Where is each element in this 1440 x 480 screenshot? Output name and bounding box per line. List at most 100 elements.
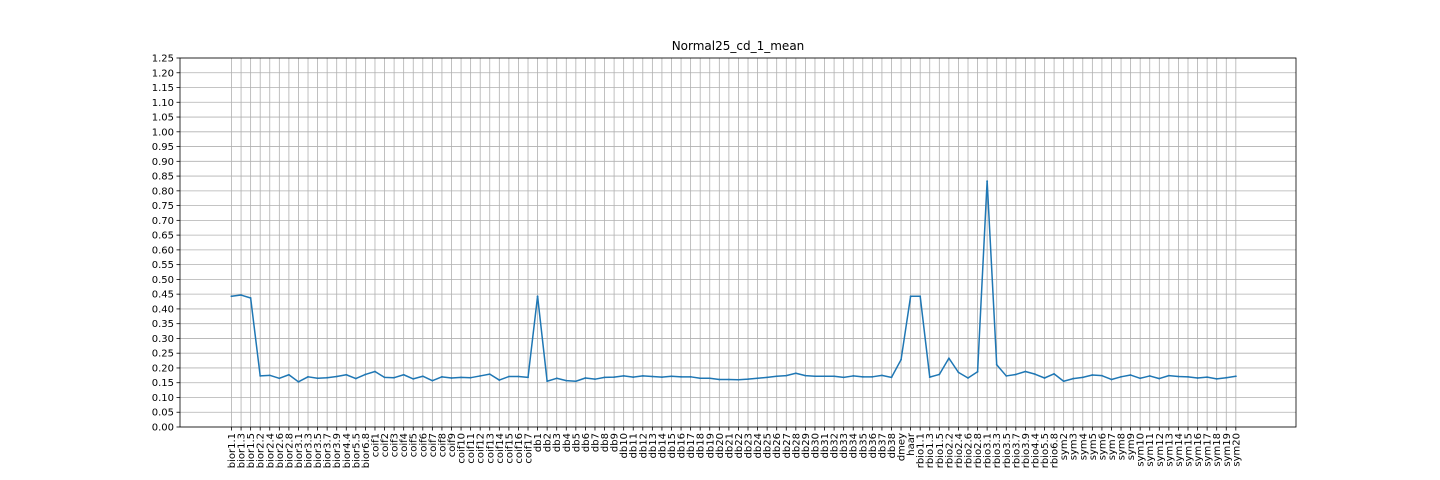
- x-tick-label: db20: [715, 433, 726, 458]
- x-tick-label: bior3.9: [332, 433, 343, 468]
- x-tick-label: db5: [571, 433, 582, 452]
- x-tick-label: db13: [648, 433, 659, 458]
- x-tick-label: db38: [887, 433, 898, 458]
- data-point: [1148, 375, 1151, 377]
- data-point: [1234, 375, 1237, 378]
- x-tick-label: sym10: [1136, 433, 1147, 467]
- series-line: [230, 180, 1237, 383]
- x-tick-label: bior3.5: [313, 433, 324, 468]
- data-point: [622, 375, 625, 377]
- x-tick-label: db26: [772, 433, 783, 458]
- data-point: [393, 376, 396, 379]
- data-point: [354, 377, 357, 380]
- x-tick-label: sym20: [1231, 433, 1242, 467]
- data-point: [804, 374, 807, 377]
- x-tick-label: sym8: [1117, 433, 1128, 460]
- x-tick-label: bior5.5: [351, 433, 362, 468]
- chart-title: Normal25_cd_1_mean: [672, 39, 805, 53]
- x-tick-label: bior2.2: [256, 433, 267, 468]
- y-tick-label: 1.15: [152, 83, 174, 94]
- x-tick-label: coif15: [504, 433, 515, 464]
- data-point: [498, 379, 501, 381]
- data-point: [641, 375, 644, 377]
- x-tick-label: coif10: [457, 433, 468, 464]
- data-point: [431, 379, 434, 382]
- data-point: [297, 380, 300, 383]
- x-tick-label: db11: [629, 433, 640, 458]
- x-tick-label: db17: [686, 433, 697, 458]
- y-tick-label: 0.25: [152, 349, 174, 360]
- x-axis: bior1.1bior1.3bior1.5bior2.2bior2.4bior2…: [227, 427, 1242, 468]
- data-point: [737, 378, 740, 381]
- y-tick-label: 0.15: [152, 378, 174, 389]
- x-tick-label: db15: [667, 433, 678, 458]
- x-tick-label: sym3: [1069, 433, 1080, 460]
- data-point: [976, 370, 979, 373]
- y-tick-label: 0.85: [152, 172, 174, 183]
- data-point: [536, 295, 539, 298]
- data-point: [1225, 376, 1228, 379]
- y-tick-label: 0.75: [152, 201, 174, 212]
- data-point: [374, 370, 376, 373]
- data-point: [718, 378, 721, 381]
- data-point: [574, 380, 577, 383]
- x-tick-label: db37: [877, 433, 888, 458]
- x-tick-label: db14: [657, 433, 668, 458]
- x-tick-label: rbio3.1: [983, 433, 994, 468]
- data-point: [479, 375, 482, 377]
- data-point: [268, 374, 271, 377]
- x-tick-label: sym7: [1107, 433, 1118, 460]
- data-point: [230, 295, 233, 298]
- y-tick-label: 0.40: [152, 304, 174, 315]
- x-tick-label: sym14: [1174, 433, 1185, 467]
- x-tick-label: db35: [858, 433, 869, 458]
- data-point: [450, 377, 453, 379]
- x-tick-label: db6: [581, 433, 592, 452]
- data-point: [507, 375, 510, 378]
- y-tick-label: 0.95: [152, 142, 174, 153]
- x-tick-label: rbio6.8: [1050, 433, 1061, 468]
- data-point: [651, 375, 654, 378]
- data-point: [814, 375, 816, 378]
- data-point: [613, 376, 615, 379]
- data-point: [1043, 377, 1046, 379]
- x-tick-label: bior3.1: [294, 433, 305, 468]
- x-tick-label: rbio2.8: [973, 433, 984, 468]
- x-tick-label: coif8: [437, 433, 448, 457]
- data-point: [890, 376, 893, 379]
- x-tick-label: bior2.8: [284, 433, 295, 468]
- data-point: [565, 379, 568, 382]
- data-point: [928, 376, 931, 379]
- data-point: [1158, 377, 1161, 380]
- x-tick-label: bior3.3: [304, 433, 315, 468]
- x-tick-label: db33: [839, 433, 850, 458]
- data-point: [335, 375, 338, 378]
- data-point: [852, 375, 855, 377]
- y-tick-label: 0.60: [152, 245, 174, 256]
- x-tick-label: rbio5.5: [1040, 433, 1051, 468]
- data-point: [441, 375, 443, 378]
- data-point: [756, 377, 759, 380]
- y-tick-label: 0.55: [152, 260, 174, 271]
- x-tick-label: db4: [562, 433, 573, 452]
- x-tick-label: sym17: [1203, 433, 1214, 467]
- x-tick-label: coif1: [370, 433, 381, 457]
- data-point: [594, 378, 596, 381]
- data-point: [345, 373, 348, 376]
- x-tick-label: db36: [868, 433, 879, 458]
- x-tick-label: db7: [590, 433, 601, 452]
- series-layer: [230, 180, 1237, 383]
- x-tick-label: coif5: [409, 433, 420, 457]
- x-grid: [231, 58, 1237, 427]
- data-point: [249, 297, 252, 299]
- y-tick-label: 1.10: [152, 98, 174, 109]
- data-point: [938, 373, 941, 376]
- data-point: [1206, 376, 1209, 379]
- data-point: [555, 377, 558, 380]
- data-point: [412, 377, 415, 380]
- y-tick-label: 0.30: [152, 334, 174, 345]
- data-point: [670, 375, 673, 378]
- data-point: [995, 363, 998, 366]
- data-point: [833, 375, 835, 378]
- x-tick-label: db32: [830, 433, 841, 458]
